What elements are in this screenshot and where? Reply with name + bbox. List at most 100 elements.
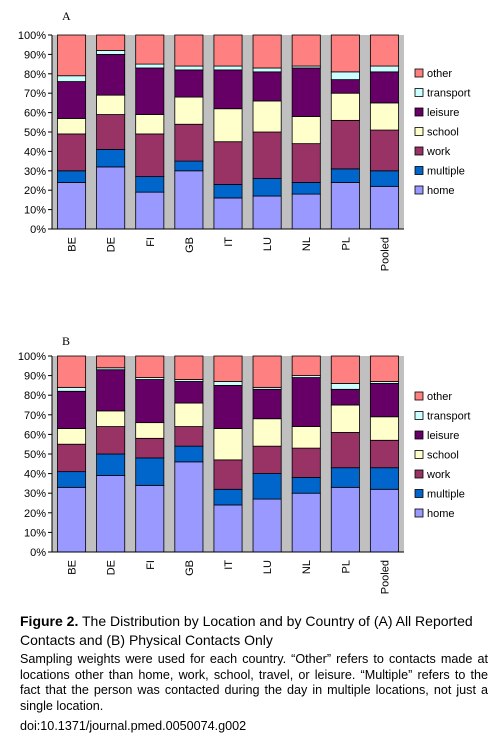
panel-label: A	[62, 9, 71, 23]
bar-segment-home-de	[96, 475, 126, 553]
y-tick-label: 10%	[24, 205, 46, 217]
x-tick-label: LU	[262, 560, 274, 574]
bar-segment-home-it	[213, 504, 243, 553]
figure-caption-body: Sampling weights were used for each coun…	[20, 652, 488, 713]
bar-segment-multiple-fi	[135, 176, 165, 193]
bar-segment-leisure-pooled	[369, 71, 399, 104]
bar-segment-work-pl	[330, 119, 360, 170]
y-tick-label: 50%	[24, 127, 46, 139]
bar-segment-home-be	[57, 182, 87, 230]
bar-segment-school-gb	[174, 96, 204, 125]
legend-swatch-leisure	[414, 430, 424, 440]
bar-segment-leisure-gb	[174, 381, 204, 404]
legend-swatch-other	[414, 391, 424, 401]
x-tick-label: NL	[301, 560, 313, 574]
bar-segment-school-nl	[291, 116, 321, 145]
legend-swatch-multiple	[414, 166, 424, 175]
bar-segment-school-be	[57, 118, 87, 135]
legend-swatch-transport	[414, 411, 424, 420]
y-tick-label: 70%	[24, 410, 46, 422]
bar-segment-work-pooled	[369, 129, 399, 172]
x-tick-label: Pooled	[379, 560, 391, 594]
bar-segment-home-gb	[174, 170, 204, 230]
y-tick-label: 40%	[24, 146, 46, 158]
bar-segment-leisure-pooled	[369, 383, 399, 418]
bar-segment-leisure-pl	[330, 79, 360, 94]
x-tick-label: LU	[262, 237, 274, 251]
bar-segment-work-fi	[135, 437, 165, 459]
bar-segment-multiple-pl	[330, 168, 360, 183]
bar-segment-leisure-be	[57, 390, 87, 429]
bar-segment-other-it	[213, 355, 243, 382]
x-tick-label: DE	[106, 237, 118, 252]
bar-segment-other-nl	[291, 355, 321, 377]
legend-label-home: home	[427, 508, 455, 520]
bar-segment-school-gb	[174, 402, 204, 427]
bar-segment-transport-fi	[135, 63, 165, 69]
bar-segment-multiple-fi	[135, 457, 165, 486]
bar-segment-school-de	[96, 94, 126, 115]
bar-segment-multiple-lu	[252, 473, 282, 500]
bar-segment-other-pooled	[369, 355, 399, 382]
bar-segment-school-lu	[252, 100, 282, 133]
bar-segment-home-fi	[135, 484, 165, 553]
bar-segment-leisure-nl	[291, 67, 321, 117]
legend-swatch-home	[414, 508, 424, 518]
bar-segment-school-pl	[330, 92, 360, 121]
bar-segment-multiple-it	[213, 488, 243, 506]
bar-segment-other-gb	[174, 355, 204, 380]
y-tick-label: 20%	[24, 508, 46, 520]
figure-caption-title: Figure 2. The Distribution by Location a…	[20, 612, 490, 650]
bar-segment-school-nl	[291, 426, 321, 449]
bar-segment-leisure-pl	[330, 388, 360, 406]
bar-segment-work-de	[96, 426, 126, 455]
x-tick-label: FI	[145, 237, 157, 247]
legend-label-transport: transport	[427, 88, 470, 100]
legend-label-transport: transport	[427, 411, 470, 423]
y-tick-label: 0%	[30, 224, 46, 236]
legend-swatch-other	[414, 68, 424, 78]
legend-label-work: work	[426, 146, 451, 158]
bar-segment-home-pooled	[369, 185, 399, 230]
figure-doi: doi:10.1371/journal.pmed.0050074.g002	[20, 719, 247, 733]
bar-segment-home-lu	[252, 498, 282, 553]
legend-label-multiple: multiple	[427, 166, 465, 178]
bar-segment-multiple-de	[96, 453, 126, 476]
bar-segment-other-nl	[291, 34, 321, 67]
bar-segment-other-pl	[330, 34, 360, 73]
x-tick-label: BE	[67, 237, 79, 252]
bar-segment-work-fi	[135, 133, 165, 178]
bar-segment-leisure-fi	[135, 379, 165, 424]
legend: other transport leisure school work multiple h…	[414, 68, 470, 197]
legend-swatch-work	[414, 469, 424, 479]
bar-segment-work-gb	[174, 426, 204, 447]
bar-segment-multiple-pooled	[369, 170, 399, 187]
legend-label-work: work	[426, 469, 451, 481]
bar-segment-multiple-be	[57, 471, 87, 488]
chart-panel-a: A 0% 10% 20% 30% 40% 50% 60% 70% 80% 90% 100% BE DE FI…	[18, 9, 471, 271]
y-tick-label: 10%	[24, 527, 46, 539]
legend-swatch-school	[414, 450, 424, 459]
bar-segment-home-be	[57, 486, 87, 553]
y-tick-label: 70%	[24, 88, 46, 100]
legend-swatch-school	[414, 127, 424, 136]
bar-segment-work-pl	[330, 432, 360, 469]
y-tick-label: 0%	[30, 547, 46, 559]
bar-segment-school-be	[57, 428, 87, 445]
y-tick-label: 90%	[24, 49, 46, 61]
bar-segment-home-lu	[252, 195, 282, 230]
bar-segment-other-it	[213, 34, 243, 67]
bar-segment-work-it	[213, 459, 243, 490]
chart-panel-b: B 0% 10% 20% 30% 40% 50% 60% 70% 80% 90% 100% BE DE FI…	[18, 334, 471, 594]
bar-segment-leisure-de	[96, 369, 126, 412]
bar-segment-other-de	[96, 355, 126, 369]
bar-segment-school-it	[213, 108, 243, 143]
legend-label-home: home	[427, 185, 455, 197]
bar-segment-transport-be	[57, 75, 87, 82]
bar-segment-school-de	[96, 410, 126, 427]
y-tick-label: 100%	[18, 351, 46, 363]
bar-segment-leisure-it	[213, 69, 243, 110]
legend-label-multiple: multiple	[427, 489, 465, 501]
bar-segment-leisure-gb	[174, 69, 204, 98]
bar-segment-school-pooled	[369, 416, 399, 441]
